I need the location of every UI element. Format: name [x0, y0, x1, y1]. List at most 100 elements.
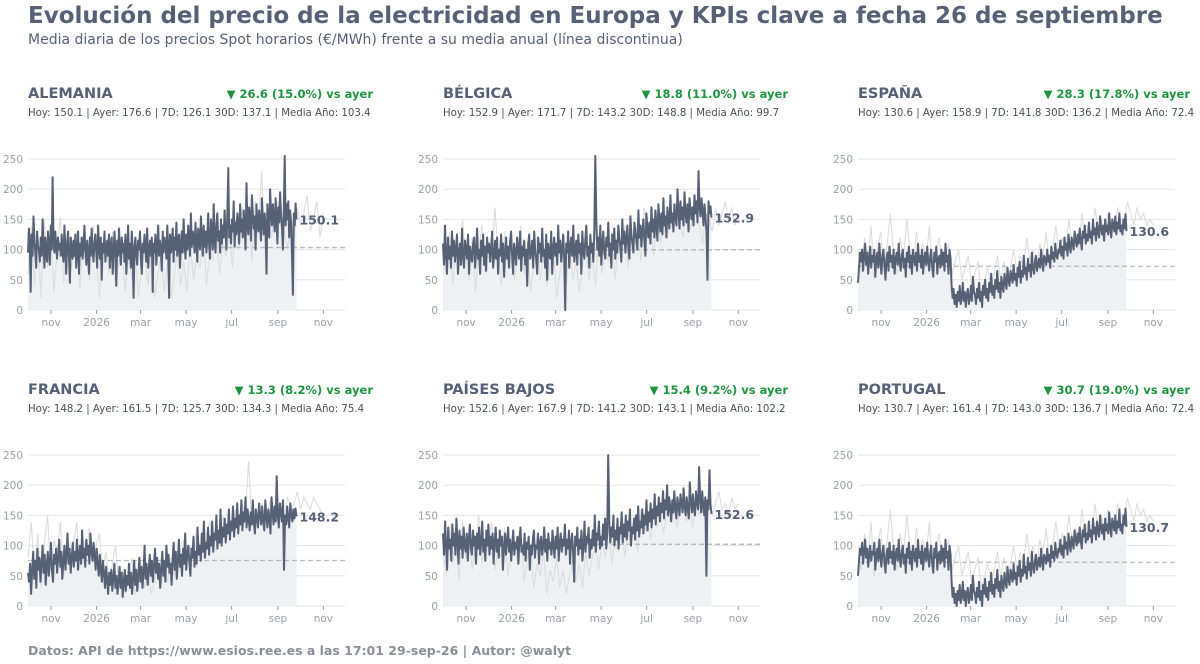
y-tick-label: 150 [833, 510, 853, 522]
y-tick-label: 100 [418, 541, 438, 553]
x-tick-label: jul [639, 317, 653, 329]
price-area [28, 156, 297, 310]
price-plot: 0 50 100 150 200 250 nov 2026 mar may jul sep nov 150… [3, 154, 345, 329]
panel-alemania: ALEMANIA ▼ 26.6 (15.0%) vs ayer Hoy: 150… [3, 86, 373, 331]
y-tick-label: 150 [418, 214, 438, 226]
x-tick-label: sep [1099, 317, 1118, 329]
kpi-line: Hoy: 152.6 | Ayer: 167.9 | 7D: 141.2 30D… [443, 404, 786, 415]
x-tick-label: nov [871, 613, 890, 625]
x-tick-label: 2026 [83, 317, 110, 329]
panel-francia: FRANCIA ▼ 13.3 (8.2%) vs ayer Hoy: 148.2… [3, 382, 373, 627]
price-plot: 0 50 100 150 200 250 nov 2026 mar may jul sep nov 148… [3, 450, 345, 625]
price-line [857, 212, 1128, 308]
chart-subtitle: Media diaria de los precios Spot horario… [28, 32, 683, 48]
last-value-label: 130.6 [1130, 224, 1170, 239]
x-tick-label: jul [1054, 317, 1068, 329]
y-tick-label: 150 [3, 214, 23, 226]
x-tick-label: nov [456, 613, 475, 625]
country-name: BÉLGICA [443, 86, 513, 102]
x-tick-label: sep [684, 613, 703, 625]
x-tick-label: mar [130, 317, 152, 329]
y-tick-label: 100 [833, 541, 853, 553]
x-tick-label: sep [269, 317, 288, 329]
country-name: PORTUGAL [858, 382, 946, 398]
x-tick-label: may [590, 613, 613, 625]
y-tick-label: 250 [833, 154, 853, 166]
kpi-line: Hoy: 130.6 | Ayer: 158.9 | 7D: 141.8 30D… [858, 108, 1195, 119]
x-tick-label: nov [729, 317, 748, 329]
y-tick-label: 150 [418, 510, 438, 522]
y-tick-label: 50 [840, 571, 853, 583]
x-tick-label: jul [224, 317, 238, 329]
x-tick-label: may [175, 613, 198, 625]
y-tick-label: 200 [3, 184, 23, 196]
x-tick-label: 2026 [498, 613, 525, 625]
y-tick-label: 100 [418, 245, 438, 257]
x-tick-label: sep [1099, 613, 1118, 625]
y-tick-label: 250 [3, 154, 23, 166]
change-badge: ▼ 30.7 (19.0%) vs ayer [1043, 383, 1190, 397]
footer-credits: Datos: API de https://www.esios.ree.es a… [28, 643, 572, 658]
x-tick-label: mar [960, 613, 982, 625]
country-name: FRANCIA [28, 382, 100, 398]
y-tick-label: 200 [833, 184, 853, 196]
change-badge: ▼ 15.4 (9.2%) vs ayer [649, 383, 788, 397]
last-value-label: 152.9 [715, 211, 755, 226]
y-tick-label: 50 [840, 275, 853, 287]
y-tick-label: 50 [425, 275, 438, 287]
change-badge: ▼ 18.8 (11.0%) vs ayer [641, 87, 788, 101]
y-tick-label: 0 [846, 305, 853, 317]
chart-title: Evolución del precio de la electricidad … [28, 3, 1163, 29]
last-value-label: 130.7 [1130, 520, 1170, 535]
x-tick-label: may [175, 317, 198, 329]
x-tick-label: mar [545, 317, 567, 329]
y-tick-label: 250 [418, 154, 438, 166]
x-tick-label: mar [545, 613, 567, 625]
y-tick-label: 150 [833, 214, 853, 226]
y-tick-label: 200 [418, 480, 438, 492]
y-tick-label: 100 [3, 245, 23, 257]
price-area [858, 508, 1127, 606]
x-tick-label: 2026 [498, 317, 525, 329]
y-tick-label: 50 [10, 275, 23, 287]
y-tick-label: 200 [833, 480, 853, 492]
kpi-line: Hoy: 152.9 | Ayer: 171.7 | 7D: 143.2 30D… [443, 108, 780, 119]
x-tick-label: 2026 [83, 613, 110, 625]
x-tick-label: nov [41, 317, 60, 329]
y-tick-label: 100 [833, 245, 853, 257]
x-tick-label: 2026 [913, 317, 940, 329]
country-name: ALEMANIA [28, 86, 113, 102]
x-tick-label: sep [269, 613, 288, 625]
panel-paises-bajos: PAÍSES BAJOS ▼ 15.4 (9.2%) vs ayer Hoy: … [418, 382, 788, 627]
price-area [443, 156, 712, 310]
last-value-label: 150.1 [300, 212, 340, 227]
last-value-label: 152.6 [715, 507, 755, 522]
y-tick-label: 0 [431, 601, 438, 613]
x-tick-label: jul [639, 613, 653, 625]
x-tick-label: mar [130, 613, 152, 625]
y-tick-label: 200 [418, 184, 438, 196]
x-tick-label: may [590, 317, 613, 329]
x-tick-label: nov [1144, 317, 1163, 329]
y-tick-label: 50 [425, 571, 438, 583]
y-tick-label: 100 [3, 541, 23, 553]
x-tick-label: nov [871, 317, 890, 329]
x-tick-label: nov [314, 613, 333, 625]
price-line [27, 475, 298, 598]
x-tick-label: 2026 [913, 613, 940, 625]
x-tick-label: nov [729, 613, 748, 625]
x-tick-label: jul [224, 613, 238, 625]
price-plot: 0 50 100 150 200 250 nov 2026 mar may jul sep nov 152… [418, 450, 760, 625]
y-tick-label: 200 [3, 480, 23, 492]
change-badge: ▼ 26.6 (15.0%) vs ayer [226, 87, 373, 101]
price-line [442, 454, 713, 583]
y-tick-label: 0 [16, 601, 23, 613]
price-plot: 0 50 100 150 200 250 nov 2026 mar may jul sep nov 130… [833, 450, 1175, 625]
x-tick-label: may [1005, 613, 1028, 625]
price-line [857, 507, 1128, 607]
x-tick-label: nov [41, 613, 60, 625]
x-tick-label: sep [684, 317, 703, 329]
y-tick-label: 0 [431, 305, 438, 317]
price-area [28, 476, 297, 606]
price-plot: 0 50 100 150 200 250 nov 2026 mar may jul sep nov 130… [833, 154, 1175, 329]
